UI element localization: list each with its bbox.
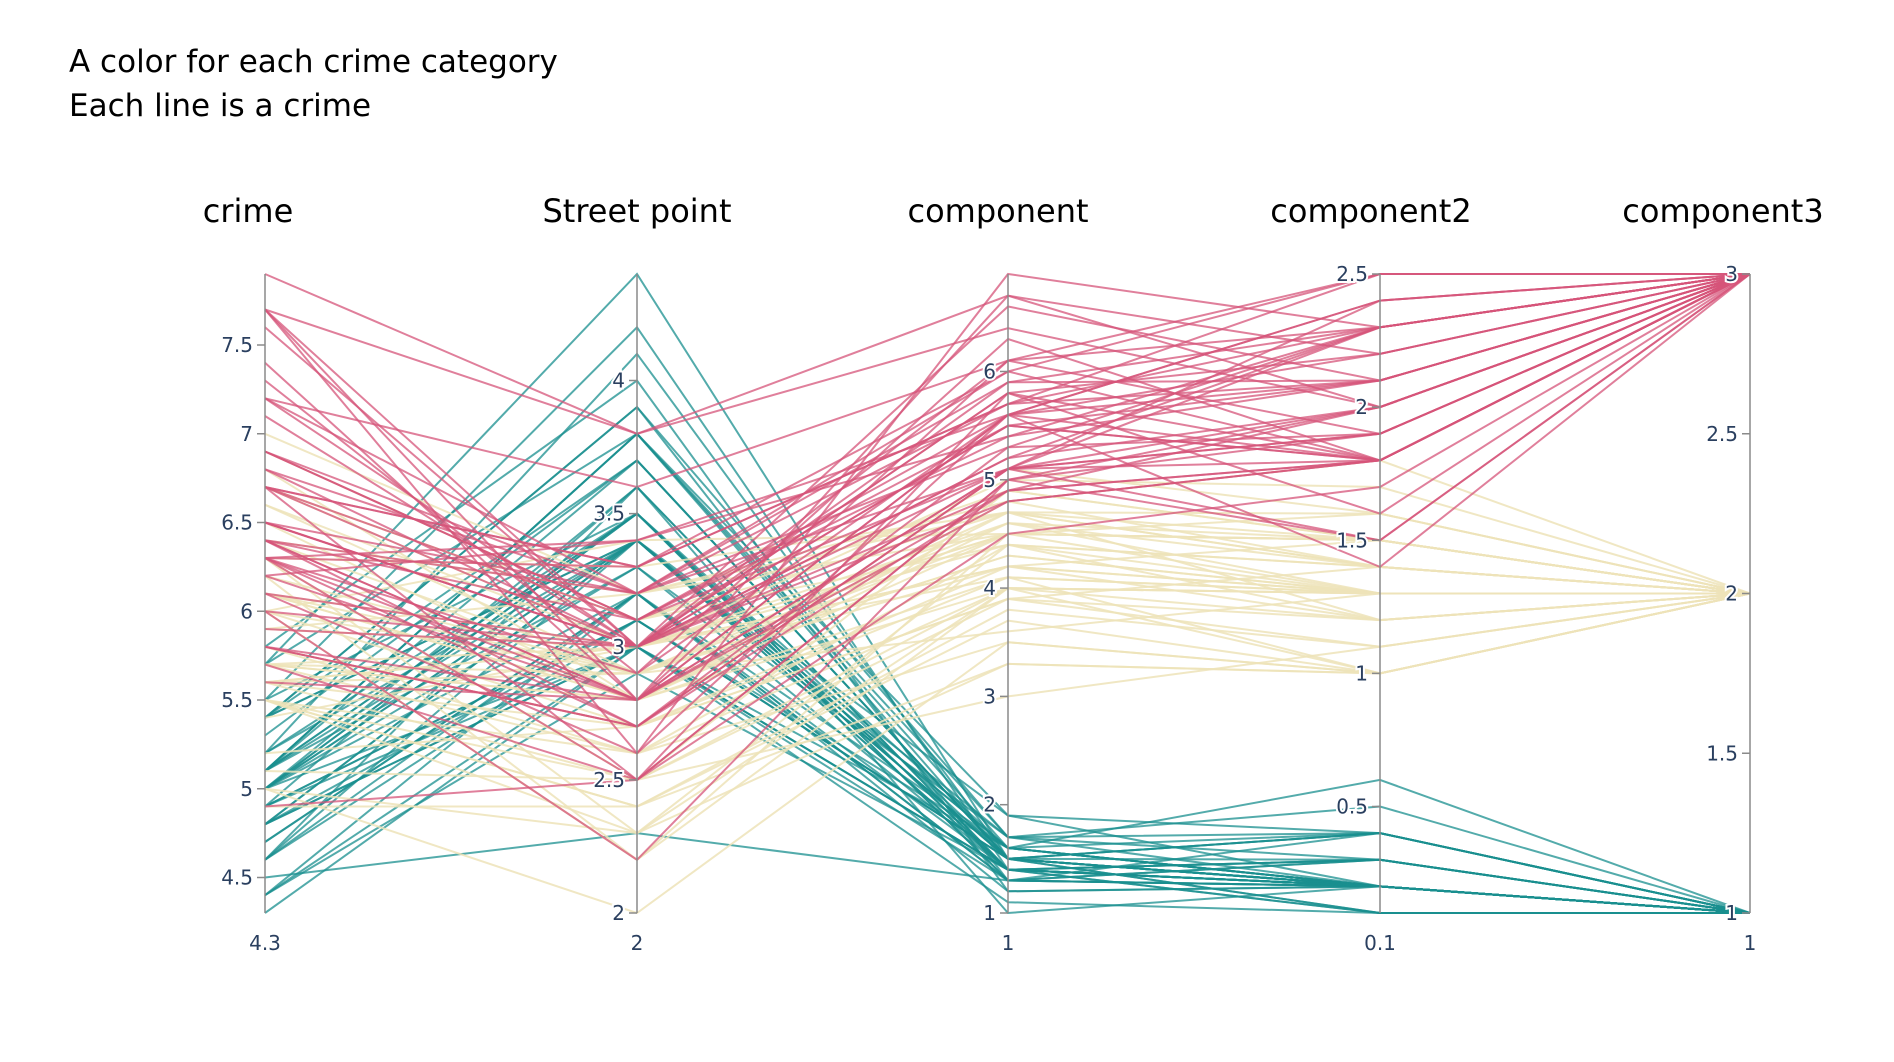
dimension-title-component: component — [907, 192, 1089, 230]
axis-tick-label: 2 — [612, 901, 625, 925]
axis-range-min-label: 1 — [1744, 931, 1757, 955]
axis-tick-label: 4.5 — [221, 866, 253, 890]
axis-tick-label: 6.5 — [221, 511, 253, 535]
axis-tick-label: 2.5 — [593, 768, 625, 792]
axis-tick-label: 3 — [612, 635, 625, 659]
axis-tick-label: 1 — [1355, 661, 1368, 685]
dimension-title-crime: crime — [202, 192, 294, 230]
note-line-per-crime: Each line is a crime — [69, 88, 372, 124]
axis-tick-label: 5 — [983, 468, 996, 492]
axis-tick-label: 2.5 — [1706, 422, 1738, 446]
axis-tick-label: 5.5 — [221, 688, 253, 712]
dimension-title-street-point: Street point — [542, 192, 732, 230]
axis-tick-label: 2 — [1725, 582, 1738, 606]
dimension-title-component3: component3 — [1622, 192, 1824, 230]
axis-tick-label: 6 — [240, 599, 253, 623]
axis-tick-label: 5 — [240, 777, 253, 801]
axis-tick-label: 2.5 — [1336, 262, 1368, 286]
axis-tick-label: 3.5 — [593, 502, 625, 526]
axis-tick-label: 7.5 — [221, 333, 253, 357]
axis-tick-label: 1.5 — [1336, 528, 1368, 552]
axis-tick-label: 7 — [240, 422, 253, 446]
axes-layer: 4.555.566.577.54.322.533.54212345610.511… — [219, 260, 1757, 955]
axis-tick-label: 1.5 — [1706, 741, 1738, 765]
note-color-per-category: A color for each crime category — [69, 44, 558, 80]
axis-range-min-label: 2 — [631, 931, 644, 955]
axis-tick-label: 4 — [983, 576, 996, 600]
axis-tick-label: 1 — [1725, 901, 1738, 925]
axis-tick-label: 2 — [1355, 395, 1368, 419]
axis-range-min-label: 4.3 — [249, 931, 281, 955]
dimension-title-component2: component2 — [1270, 192, 1472, 230]
axis-tick-label: 4 — [612, 369, 625, 393]
axis-tick-label: 3 — [1725, 262, 1738, 286]
axis-tick-label: 2 — [983, 793, 996, 817]
axis-tick-label: 0.5 — [1336, 795, 1368, 819]
axis-range-min-label: 0.1 — [1364, 931, 1396, 955]
axis-range-min-label: 1 — [1002, 931, 1015, 955]
axis-tick-label: 3 — [983, 684, 996, 708]
axis-tick-label: 6 — [983, 359, 996, 383]
axis-tick-label: 1 — [983, 901, 996, 925]
